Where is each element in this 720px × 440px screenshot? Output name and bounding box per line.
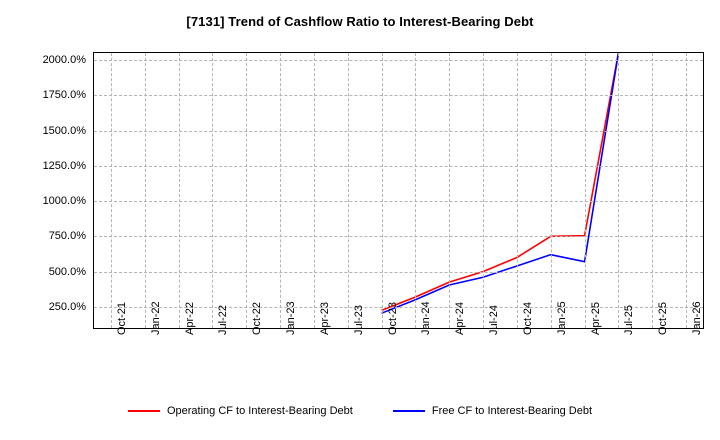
gridline-horizontal [94,60,703,62]
x-axis-tick-label: Apr-24 [454,301,467,335]
gridline-horizontal [94,271,703,273]
x-axis-tick-label: Apr-22 [183,301,196,335]
y-axis-tick-label: 500.0% [48,265,86,278]
y-axis-tick-label: 1000.0% [42,195,86,208]
chart-title: [7131] Trend of Cashflow Ratio to Intere… [186,14,534,29]
gridline-vertical [144,53,146,328]
y-axis-tick-label: 750.0% [48,230,86,243]
x-axis-tick-label: Jul-24 [488,305,501,335]
x-axis-tick-label: Jan-24 [420,301,433,335]
y-axis-tick-label: 1250.0% [42,159,86,172]
x-axis-tick-label: Oct-24 [521,301,534,335]
gridline-vertical [313,53,315,328]
gridline-vertical [584,53,586,328]
y-axis-tick-label: 1500.0% [42,124,86,137]
gridline-vertical [212,53,214,328]
x-axis-tick-label: Jan-22 [149,301,162,335]
legend-label: Operating CF to Interest-Bearing Debt [166,405,353,417]
x-axis-tick-label: Oct-25 [657,301,670,335]
gridline-vertical [246,53,248,328]
gridline-horizontal [94,236,703,238]
gridline-vertical [483,53,485,328]
legend-color-swatch [127,410,160,412]
y-axis-tick-label: 250.0% [48,300,86,313]
series-line [381,53,620,314]
gridline-vertical [381,53,383,328]
gridline-vertical [516,53,518,328]
legend-entry: Free CF to Interest-Bearing Debt [392,405,593,417]
y-axis-tick-label: 1750.0% [42,89,86,102]
x-axis-tick-label: Jan-23 [285,301,298,335]
x-axis-tick-label: Oct-21 [115,301,128,335]
gridline-vertical [449,53,451,328]
legend-label: Free CF to Interest-Bearing Debt [431,405,593,417]
x-axis-tick-label: Apr-25 [589,301,602,335]
gridline-vertical [347,53,349,328]
gridline-horizontal [94,201,703,203]
x-axis-tick-label: Jul-22 [217,305,230,335]
x-axis-tick-label: Jul-25 [623,305,636,335]
gridline-horizontal [94,165,703,167]
gridline-vertical [415,53,417,328]
y-axis-tick-label: 2000.0% [42,54,86,67]
gridline-horizontal [94,130,703,132]
x-axis-tick-label: Jan-26 [691,301,704,335]
x-axis-tick-label: Apr-23 [318,301,331,335]
plot-area [93,52,704,329]
x-axis-tick-label: Oct-23 [386,301,399,335]
gridline-vertical [618,53,620,328]
gridline-horizontal [94,306,703,308]
gridline-vertical [652,53,654,328]
gridline-vertical [178,53,180,328]
gridline-vertical [110,53,112,328]
gridline-horizontal [94,95,703,97]
series-lines [381,53,620,314]
gridline-vertical [550,53,552,328]
series-line [381,53,620,312]
x-axis-tick-label: Jan-25 [555,301,568,335]
x-axis-tick-label: Oct-22 [251,301,264,335]
gridline-vertical [280,53,282,328]
legend-entry: Operating CF to Interest-Bearing Debt [127,405,353,417]
legend-color-swatch [392,410,425,412]
chart-legend: Operating CF to Interest-Bearing Debt Fre… [0,405,720,417]
x-axis-tick-label: Jul-23 [352,305,365,335]
gridline-vertical [686,53,688,328]
